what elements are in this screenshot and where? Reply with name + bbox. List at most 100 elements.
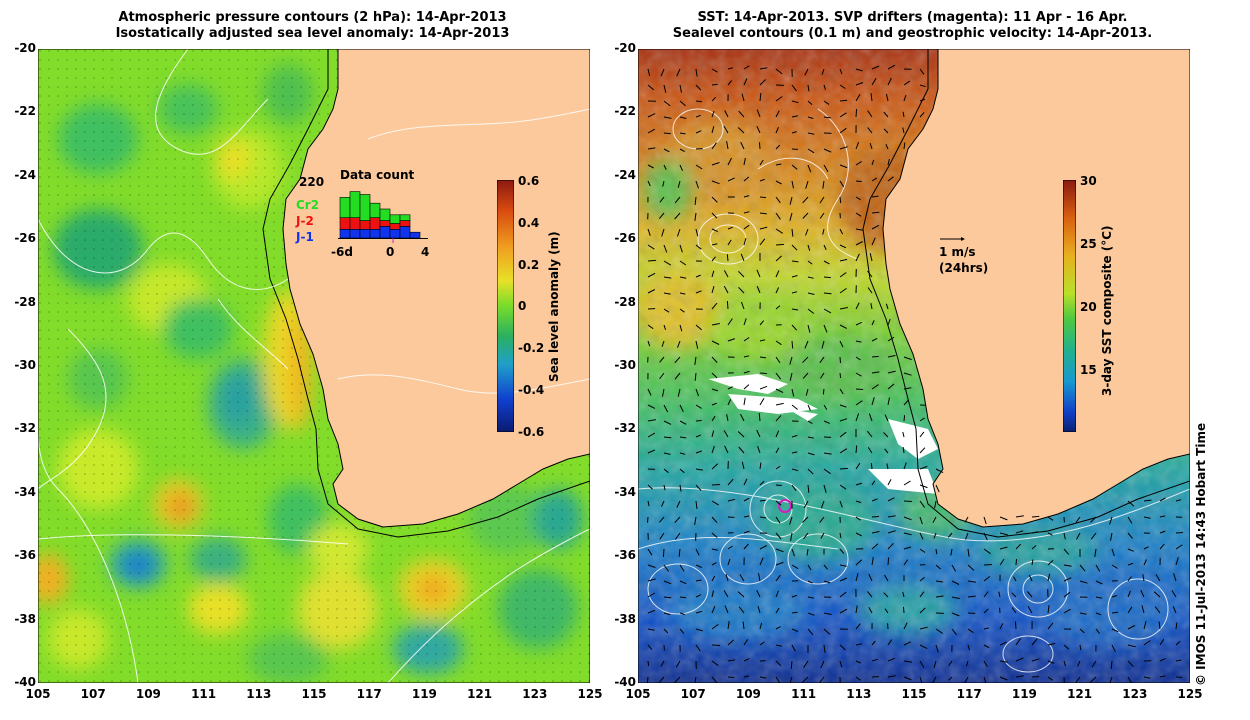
velocity-arrow [1015,558,1017,566]
velocity-arrow [823,484,827,493]
velocity-arrow [674,372,681,380]
velocity-arrow [903,94,907,102]
velocity-arrow [883,592,889,598]
velocity-arrow [1142,574,1145,582]
velocity-arrow [983,591,989,598]
velocity-arrow [663,244,668,253]
velocity-arrow [694,196,697,205]
velocity-arrow [883,111,889,118]
velocity-arrow [647,147,656,150]
velocity-arrow [919,112,925,118]
velocity-arrow [791,628,799,632]
velocity-arrow [903,676,912,681]
velocity-arrow [820,532,825,539]
velocity-arrow [775,660,782,667]
velocity-arrow [1109,676,1113,683]
velocity-arrow [964,516,969,523]
velocity-arrow [775,270,780,278]
velocity-arrow [1031,638,1038,646]
velocity-arrow [756,109,761,118]
velocity-arrow [903,415,906,422]
velocity-scale-label: 1 m/s [939,245,976,259]
velocity-arrow [855,573,859,582]
velocity-arrow [871,177,878,182]
velocity-arrow [839,272,847,278]
velocity-arrow [871,658,879,662]
velocity-arrow [855,253,860,262]
velocity-arrow [647,660,650,667]
velocity-arrow [1015,638,1022,646]
velocity-arrow [871,531,880,534]
velocity-arrow [711,110,715,118]
velocity-arrow [855,142,860,150]
velocity-arrow [647,609,656,614]
velocity-arrow [679,100,686,107]
sla-colorbar [497,180,514,432]
left-lat-tick: -38 [14,611,36,626]
velocity-arrow [695,228,699,237]
velocity-arrow [759,159,764,166]
velocity-arrow [695,484,702,491]
velocity-arrow [839,660,843,668]
velocity-arrow [803,660,809,668]
velocity-arrow [871,224,880,230]
velocity-arrow [807,404,811,411]
velocity-arrow [1175,622,1178,630]
velocity-arrow [839,591,847,598]
right-lon-tick: 109 [735,687,761,701]
left-lon-tick: 117 [356,687,382,701]
velocity-arrow [756,269,761,278]
velocity-arrow [663,580,672,585]
velocity-arrow [855,643,863,646]
velocity-arrow [867,447,873,454]
velocity-arrow [711,575,716,582]
velocity-arrow [659,516,665,523]
velocity-arrow [807,292,815,295]
velocity-arrow [695,434,702,438]
velocity-arrow [871,77,877,86]
velocity-arrow [803,500,809,509]
velocity-arrow [919,417,925,422]
velocity-arrow [1063,577,1072,582]
velocity-arrow [695,274,701,278]
velocity-arrow [727,545,733,550]
velocity-arrow [711,402,718,406]
sla-tick-5: -0.4 [518,383,545,397]
velocity-arrow [1047,516,1054,521]
velocity-arrow [674,676,681,683]
velocity-arrow [1063,660,1066,667]
velocity-arrow [679,628,685,634]
velocity-arrow [868,573,873,582]
velocity-arrow [839,484,847,490]
velocity-arrow [855,605,858,614]
velocity-arrow [823,84,826,90]
velocity-arrow [1127,576,1132,582]
velocity-arrow [739,574,745,582]
velocity-arrow [775,127,779,134]
velocity-arrow [711,590,714,598]
velocity-arrow [759,545,768,550]
velocity-arrow [789,212,793,221]
data-count-bar-j1 [339,228,351,239]
velocity-arrow [743,497,750,502]
velocity-arrow [947,676,953,681]
velocity-arrow [711,142,717,150]
velocity-arrow [903,142,906,150]
velocity-arrow [679,84,682,93]
velocity-arrow [759,142,761,150]
velocity-arrow [887,675,896,678]
velocity-arrow [663,276,672,279]
velocity-arrow [727,157,732,166]
right-title-line1: SST: 14-Apr-2013. SVP drifters (magenta)… [697,10,1128,25]
velocity-arrow [819,212,825,219]
left-lon-tick: 113 [246,687,272,701]
velocity-arrow [839,68,843,75]
velocity-arrow [871,159,875,166]
velocity-arrow [759,372,767,375]
velocity-arrow [823,100,830,105]
velocity-arrow [647,259,656,262]
velocity-arrow [711,340,720,345]
velocity-arrow [807,308,815,314]
velocity-arrow [711,388,719,392]
velocity-arrow [887,336,895,342]
